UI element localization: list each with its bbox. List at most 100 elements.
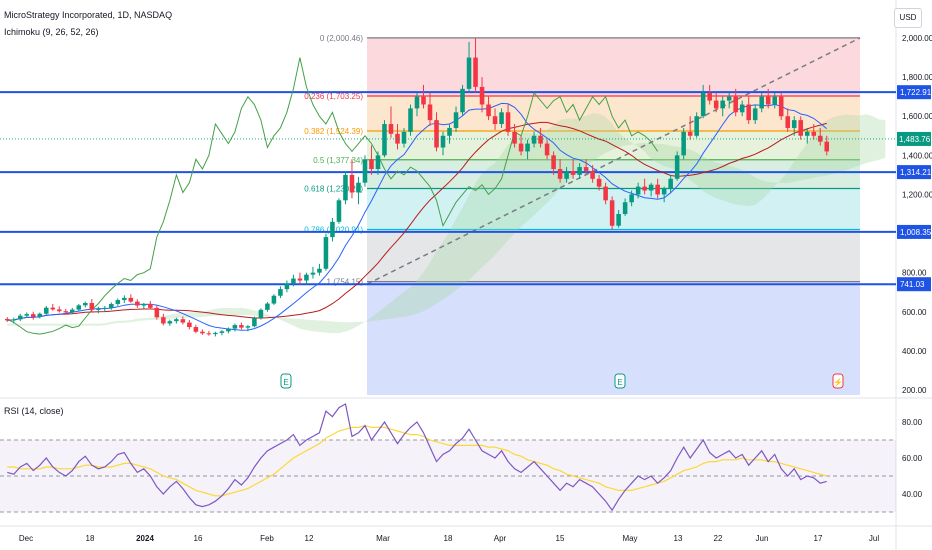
price-axis-tick: 800.00 [902, 269, 927, 278]
candle [70, 309, 75, 313]
time-axis-tick: 17 [814, 534, 823, 543]
candle [427, 104, 433, 121]
time-axis-tick: Dec [19, 534, 33, 543]
candle [96, 308, 101, 310]
event-marker[interactable] [614, 373, 626, 389]
candle [817, 135, 823, 142]
candle [668, 178, 673, 189]
candle [778, 96, 784, 117]
candle [434, 120, 439, 148]
candle [804, 131, 810, 136]
candle [284, 283, 290, 290]
time-axis-tick: 15 [556, 534, 565, 543]
current-price-tag: 1,483.76 [899, 135, 931, 144]
candle [154, 307, 160, 318]
candle [681, 131, 686, 156]
fib-level-label: 0.618 (1,230.28) [304, 185, 363, 194]
price-axis-tick: 1,400.00 [902, 151, 932, 160]
price-tag: 1,722.91 [900, 88, 932, 97]
candle [187, 322, 192, 328]
candle [746, 104, 751, 121]
candle [525, 143, 530, 152]
candle [557, 169, 563, 179]
fib-level-label: 1 (754.15) [327, 278, 364, 287]
time-axis-tick: 16 [194, 534, 203, 543]
time-axis-tick: May [622, 534, 637, 543]
candle [720, 100, 725, 109]
candle [674, 155, 680, 179]
candle [304, 274, 309, 281]
rsi-legend[interactable]: RSI (14, close) [4, 406, 64, 416]
candle [603, 186, 608, 201]
price-axis-tick: 600.00 [902, 308, 927, 317]
candle [713, 100, 719, 109]
candle [609, 200, 615, 226]
candle [460, 88, 465, 113]
candle [453, 112, 459, 128]
price-axis-tick: 1,800.00 [902, 73, 932, 82]
candle [791, 120, 797, 128]
price-tag-bg [897, 224, 931, 239]
candle [239, 325, 244, 328]
price-axis-tick: 400.00 [902, 347, 927, 356]
candle [180, 319, 186, 323]
candle [362, 159, 368, 183]
candle [245, 326, 251, 328]
candle [382, 124, 387, 156]
time-axis-tick: 22 [714, 534, 723, 543]
candle [323, 237, 329, 269]
candle [30, 314, 36, 317]
fib-level-label: 0.5 (1,377.34) [313, 156, 363, 165]
candle [148, 303, 153, 308]
lagging-span-line [7, 57, 659, 335]
candle [317, 268, 322, 273]
candle [486, 104, 491, 117]
candle [538, 135, 543, 144]
candle [811, 131, 817, 136]
rsi-ma-line [7, 424, 827, 497]
rsi-axis-tick: 40.00 [902, 490, 923, 499]
candle [583, 167, 589, 171]
trend-line [366, 37, 861, 285]
candle [759, 96, 764, 109]
candle [700, 92, 706, 117]
ichimoku-legend[interactable]: Ichimoku (9, 26, 52, 26) [4, 27, 99, 37]
price-axis-tick: 2,000.00 [902, 34, 932, 43]
rsi-axis-tick: 80.00 [902, 418, 923, 427]
candle [63, 311, 69, 313]
kijun-line [7, 121, 827, 321]
fib-level-label: 0 (2,000.46) [320, 34, 363, 43]
candle [349, 174, 355, 193]
candle [551, 155, 556, 170]
candle [635, 186, 641, 195]
candle [512, 131, 517, 144]
candle [219, 331, 225, 333]
currency-button[interactable]: USD [894, 8, 922, 28]
time-axis-tick: Jul [869, 534, 879, 543]
candles [4, 38, 830, 337]
candle [278, 289, 283, 296]
candle [89, 302, 95, 310]
price-tag: 741.03 [900, 280, 925, 289]
rsi-axis-tick: 60.00 [902, 454, 923, 463]
candle [661, 188, 667, 195]
candle [499, 112, 504, 125]
time-axis-tick: Mar [376, 534, 390, 543]
candle [395, 133, 400, 144]
fib-level-label: 0.236 (1,703.25) [304, 92, 363, 101]
price-axis-tick: 1,600.00 [902, 112, 932, 121]
event-marker[interactable] [280, 373, 292, 389]
event-marker-label: ⚡ [833, 377, 843, 387]
time-axis-tick: Jun [756, 534, 769, 543]
current-price-tag-bg [897, 131, 931, 146]
time-axis-tick: 12 [305, 534, 314, 543]
fib-zone [367, 229, 860, 282]
candle [115, 300, 121, 304]
candle [291, 278, 296, 284]
candle [564, 170, 569, 179]
event-marker[interactable] [832, 373, 844, 389]
event-marker-label: E [617, 378, 622, 387]
candle [447, 127, 452, 136]
candle [174, 319, 179, 322]
